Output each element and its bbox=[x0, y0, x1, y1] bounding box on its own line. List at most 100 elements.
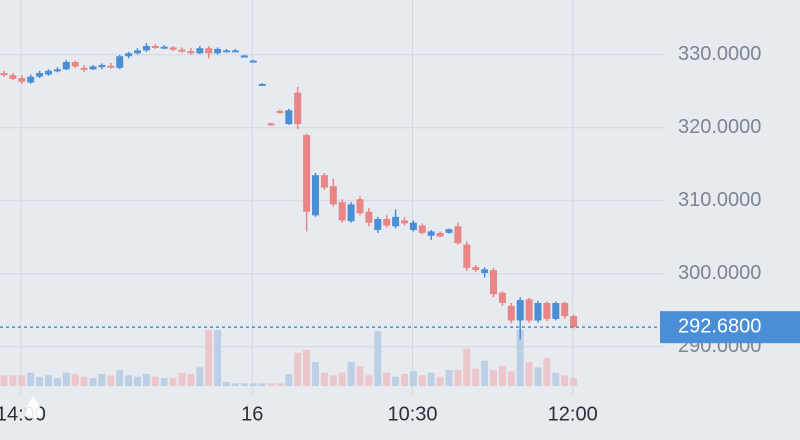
volume-bar bbox=[454, 370, 462, 386]
candle-body bbox=[365, 211, 373, 223]
volume-bar bbox=[365, 375, 373, 386]
candle-body bbox=[205, 48, 213, 54]
candle-body bbox=[312, 175, 319, 216]
candle-body bbox=[71, 62, 79, 67]
candle-body bbox=[472, 267, 480, 271]
candle-body bbox=[418, 225, 426, 233]
volume-bar bbox=[160, 378, 168, 386]
y-tick-label: 320.0000 bbox=[678, 116, 761, 138]
volume-bar bbox=[347, 362, 355, 386]
candle-body bbox=[383, 219, 391, 226]
candle-body bbox=[258, 83, 266, 86]
candle-body bbox=[178, 49, 186, 52]
volume-bar bbox=[498, 366, 506, 386]
volume-bar bbox=[463, 348, 471, 386]
volume-bar bbox=[356, 366, 364, 386]
volume-bar bbox=[71, 374, 79, 386]
candle-body bbox=[45, 70, 52, 75]
volume-bar bbox=[178, 372, 186, 386]
candle-body bbox=[116, 56, 124, 68]
candle-body bbox=[134, 50, 141, 54]
candle-body bbox=[534, 302, 542, 321]
candle-body bbox=[231, 50, 239, 53]
candle-body bbox=[570, 316, 578, 328]
volume-bar bbox=[525, 362, 533, 386]
volume-bar bbox=[27, 372, 35, 386]
candle-body bbox=[454, 226, 462, 244]
volume-bar bbox=[249, 383, 257, 386]
candle-body bbox=[62, 62, 70, 70]
last-price-box bbox=[660, 311, 800, 344]
candle-body bbox=[98, 64, 106, 68]
candle-body bbox=[249, 60, 257, 63]
candle-body bbox=[356, 199, 364, 214]
candle-body bbox=[303, 135, 311, 212]
volume-bar bbox=[320, 372, 328, 386]
candle-body bbox=[125, 53, 133, 57]
candle-body bbox=[329, 186, 337, 205]
volume-bar bbox=[409, 371, 417, 386]
volume-bar bbox=[312, 362, 319, 386]
volume-bar bbox=[169, 378, 177, 386]
volume-bar bbox=[89, 378, 97, 386]
volume-bar bbox=[98, 374, 106, 386]
volume-bar bbox=[36, 376, 44, 386]
volume-bar bbox=[472, 368, 480, 386]
volume-bar bbox=[294, 352, 302, 386]
volume-bar bbox=[142, 374, 150, 386]
candle-body bbox=[320, 175, 328, 188]
candle-body bbox=[223, 50, 230, 53]
candle-body bbox=[27, 76, 35, 83]
volume-bar bbox=[329, 375, 337, 386]
candle-body bbox=[516, 300, 524, 321]
candle-body bbox=[481, 269, 489, 274]
candle-body bbox=[80, 67, 88, 70]
volume-bar bbox=[427, 372, 435, 386]
candle-body bbox=[498, 292, 506, 303]
volume-bar bbox=[436, 376, 444, 386]
candle-body bbox=[347, 204, 355, 222]
volume-bar bbox=[205, 330, 213, 386]
candle-body bbox=[36, 73, 44, 77]
volume-bar bbox=[18, 375, 26, 386]
candle-body bbox=[53, 69, 61, 72]
volume-bar bbox=[534, 367, 542, 386]
candle-body bbox=[409, 222, 417, 230]
volume-bar bbox=[543, 358, 551, 386]
volume-bar bbox=[267, 383, 275, 386]
label-layer: 290.0000300.0000310.0000320.0000330.0000… bbox=[0, 43, 800, 425]
candle-body bbox=[445, 229, 453, 233]
candle-body bbox=[142, 45, 150, 51]
candle-body bbox=[151, 45, 159, 48]
volume-bar bbox=[401, 374, 408, 386]
volume-bar bbox=[80, 376, 88, 386]
volume-bar bbox=[507, 371, 515, 386]
candle-body bbox=[9, 75, 17, 79]
x-tick-label: 10:30 bbox=[387, 403, 437, 425]
candle-body bbox=[169, 47, 177, 50]
volume-bar bbox=[570, 378, 578, 386]
candle-body bbox=[401, 220, 408, 224]
volume-bar bbox=[338, 372, 346, 386]
candle-body bbox=[240, 55, 248, 58]
volume-bar bbox=[9, 375, 17, 386]
volume-bar bbox=[125, 375, 133, 386]
logo bbox=[24, 396, 42, 419]
candle-body bbox=[267, 123, 275, 126]
candle-body bbox=[18, 78, 26, 82]
y-tick-label: 330.0000 bbox=[678, 43, 761, 65]
candle-body bbox=[490, 270, 497, 295]
y-tick-label: 300.0000 bbox=[678, 262, 761, 284]
volume-bar bbox=[392, 376, 400, 386]
last-price-label: 292.6800 bbox=[678, 315, 761, 337]
candle-body bbox=[0, 73, 8, 76]
volume-bar bbox=[151, 376, 159, 386]
y-tick-label: 310.0000 bbox=[678, 189, 761, 211]
candle-body bbox=[561, 302, 569, 317]
volume-bar bbox=[240, 383, 248, 386]
candle-body bbox=[338, 202, 346, 221]
candle-body bbox=[552, 302, 560, 320]
candle-body bbox=[196, 48, 204, 54]
